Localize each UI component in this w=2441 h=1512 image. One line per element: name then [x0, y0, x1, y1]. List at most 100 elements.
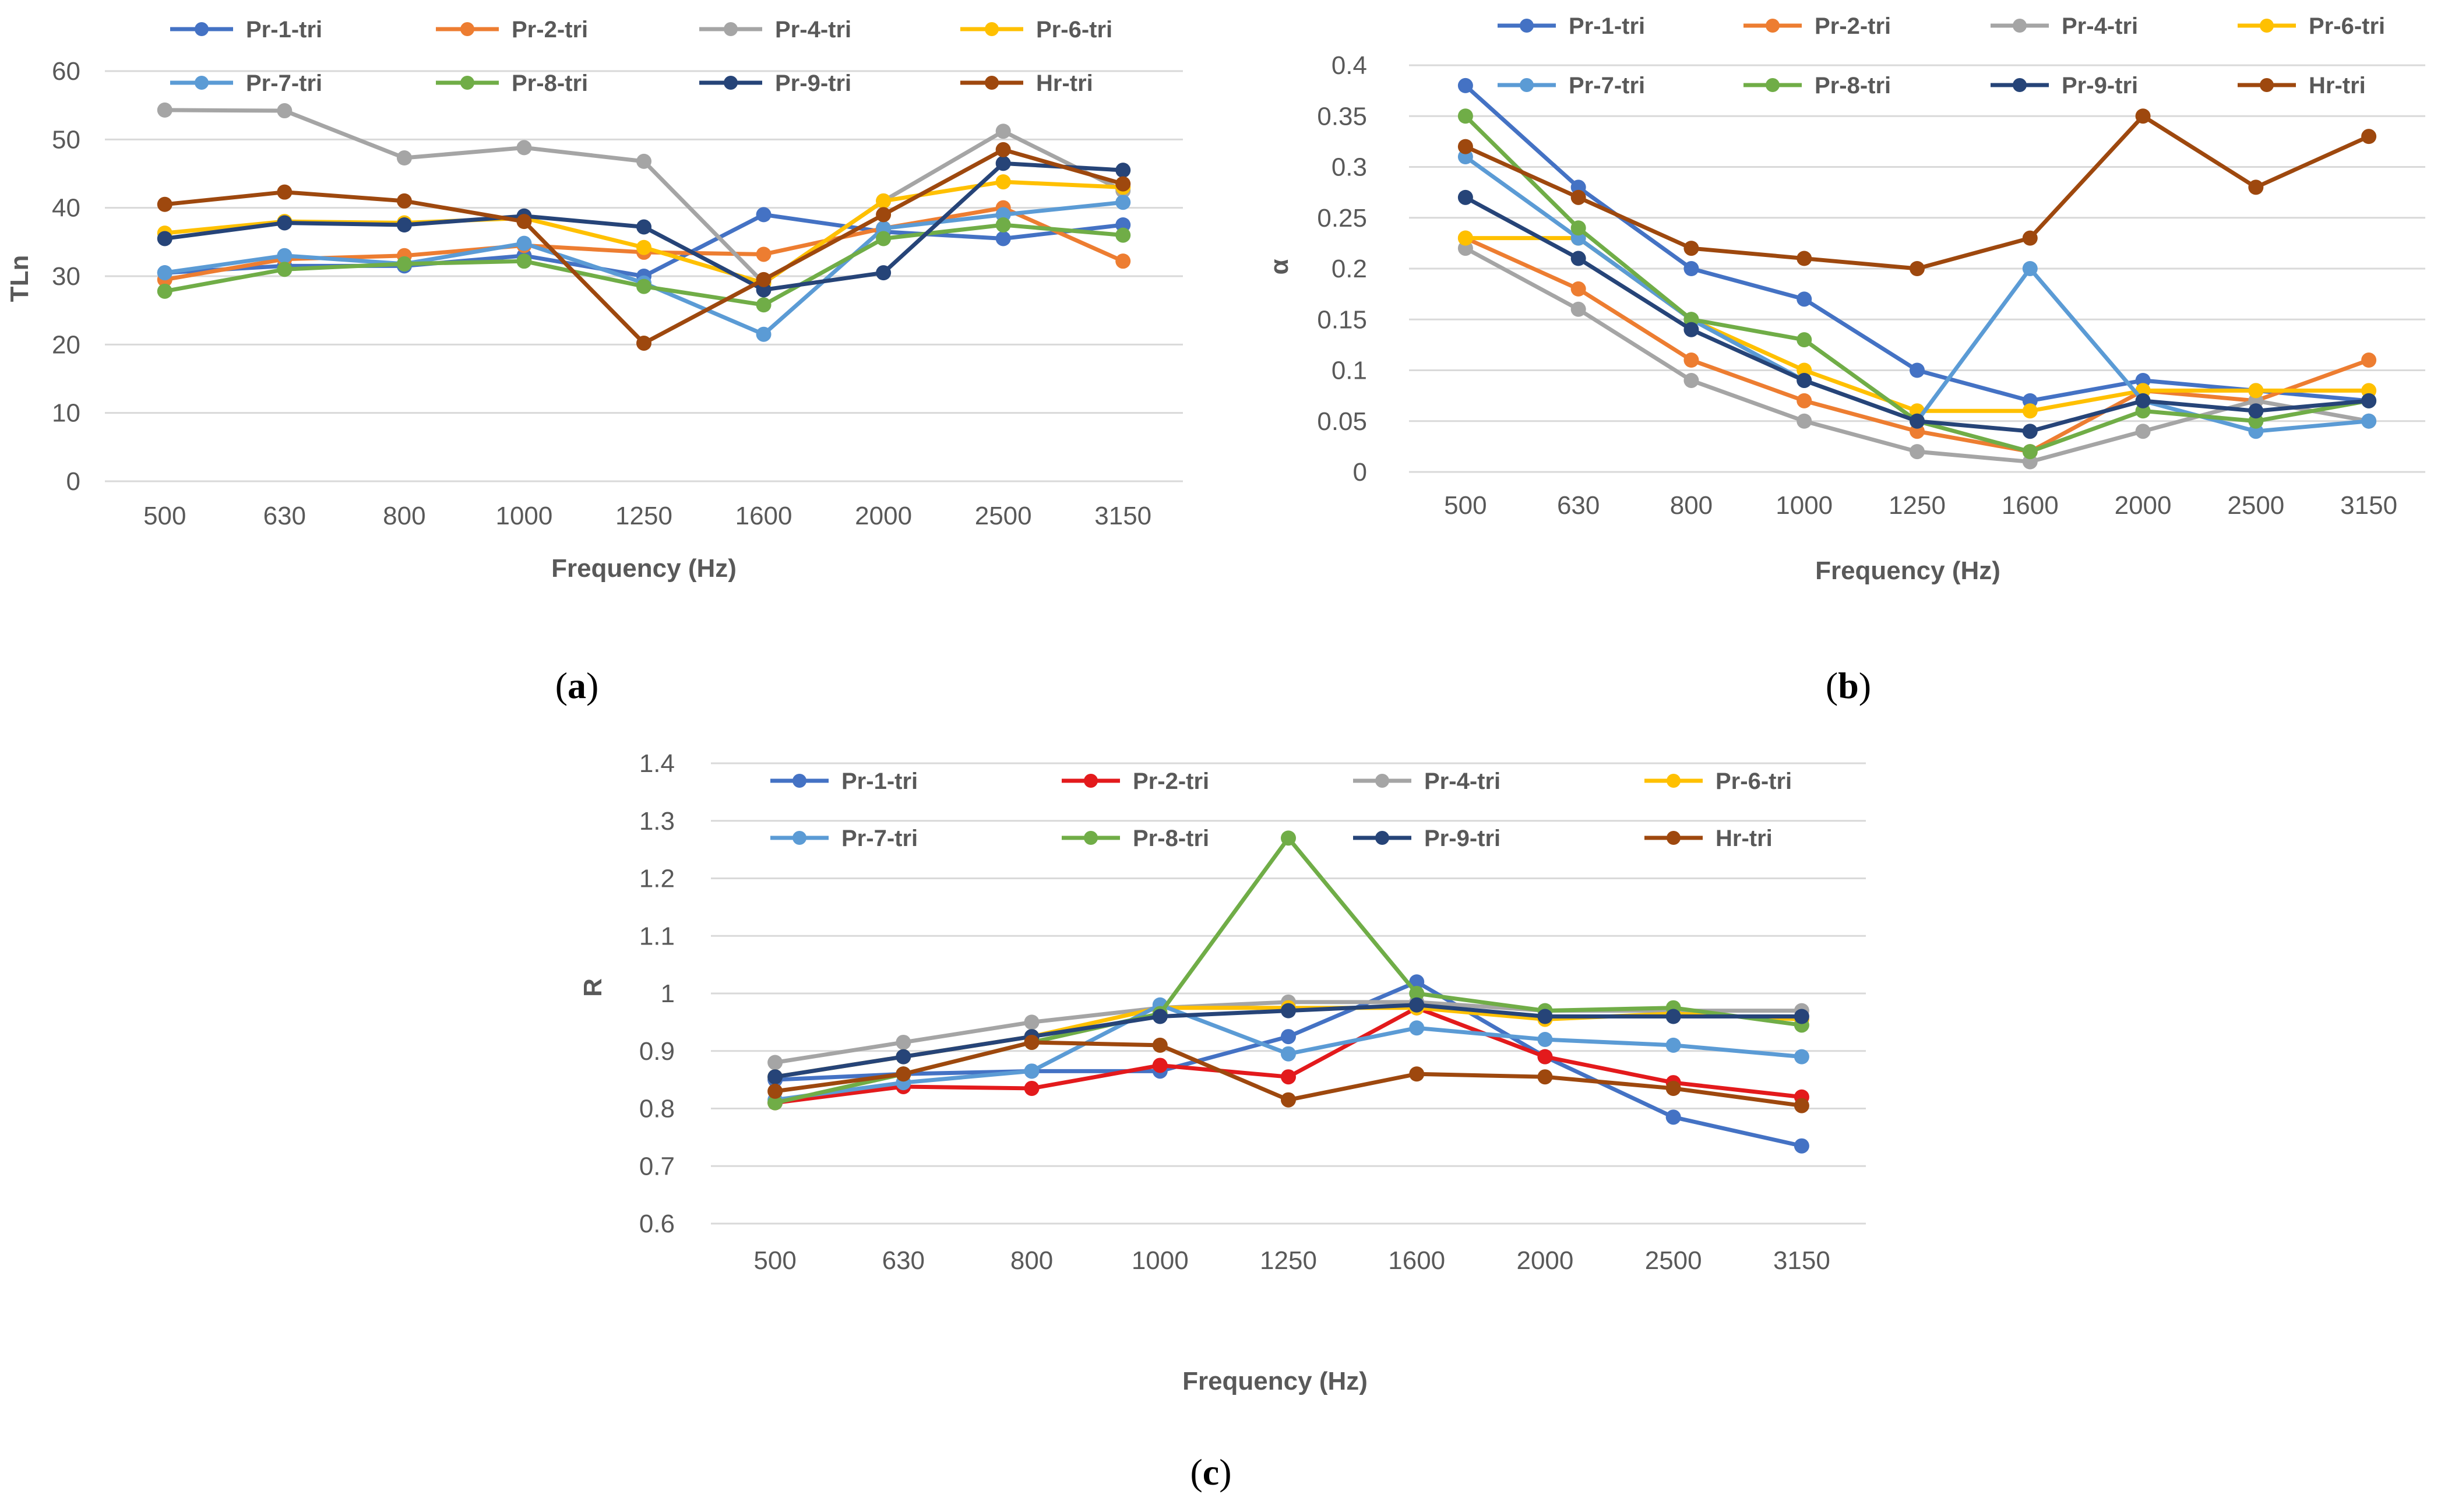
legend-item: Pr-8-tri — [1743, 73, 1891, 98]
y-tick-label: 0.7 — [639, 1152, 675, 1180]
legend-swatch-marker — [724, 76, 738, 90]
legend-item: Pr-4-tri — [1991, 13, 2138, 39]
data-point — [277, 248, 293, 263]
y-tick-label: 0.4 — [1332, 51, 1367, 80]
data-point — [2361, 393, 2377, 408]
data-point — [1794, 1009, 1809, 1024]
legend-swatch-marker — [195, 76, 209, 90]
data-point — [516, 214, 532, 230]
data-point — [2248, 403, 2264, 419]
data-point — [1409, 1066, 1425, 1082]
data-point — [1537, 1009, 1553, 1024]
data-point — [756, 297, 772, 313]
legend-item: Pr-9-tri — [1353, 826, 1500, 851]
x-tick-label: 2000 — [1516, 1246, 1573, 1275]
data-point — [2022, 261, 2038, 276]
x-tick-labels: 500 630 800 1000 1250 1600 2000 2500 3150 — [753, 1246, 1830, 1275]
legend-swatch-marker — [2013, 19, 2027, 33]
y-tick-label: 0.9 — [639, 1037, 675, 1066]
x-tick-label: 3150 — [1773, 1246, 1830, 1275]
legend-swatch-marker — [1667, 831, 1681, 845]
y-tick-label: 60 — [52, 57, 80, 86]
legend-swatch-marker — [1667, 774, 1681, 788]
data-point — [1665, 1037, 1681, 1053]
data-point — [1665, 1109, 1681, 1125]
x-tick-label: 2500 — [2227, 491, 2284, 520]
data-point — [2022, 230, 2038, 246]
legend-swatch-marker — [985, 22, 999, 36]
data-point — [1152, 1009, 1168, 1024]
legend-item: Pr-9-tri — [1991, 73, 2138, 98]
data-point — [1281, 1069, 1296, 1085]
legend-label: Pr-8-tri — [1133, 826, 1209, 851]
x-tick-label: 3150 — [2340, 491, 2397, 520]
x-tick-label: 630 — [882, 1246, 925, 1275]
x-tick-label: 630 — [263, 502, 306, 530]
data-point — [995, 142, 1011, 157]
y-tick-label: 0 — [1353, 458, 1367, 487]
data-point — [1152, 1058, 1168, 1073]
legend-label: Pr-7-tri — [246, 71, 322, 96]
legend-label: Pr-4-tri — [2062, 13, 2138, 39]
panel-label: (b) — [1826, 665, 1871, 706]
data-point — [2361, 413, 2377, 429]
data-point — [767, 1083, 783, 1099]
y-tick-label: 0.1 — [1332, 357, 1367, 385]
x-tick-label: 2000 — [855, 502, 912, 530]
legend-swatch-marker — [1766, 78, 1780, 92]
data-point — [1797, 251, 1812, 266]
data-point — [516, 235, 532, 251]
data-point — [1115, 253, 1131, 269]
legend-swatch-marker — [2260, 78, 2274, 92]
panel-paren-close: ) — [586, 665, 598, 706]
data-point — [1281, 1092, 1296, 1108]
data-point — [1570, 189, 1586, 205]
data-point — [995, 217, 1011, 232]
data-point — [1794, 1138, 1809, 1154]
x-tick-label: 800 — [383, 502, 425, 530]
y-tick-label: 40 — [52, 194, 80, 223]
legend-item: Pr-9-tri — [699, 71, 851, 96]
x-axis-label: Frequency (Hz) — [1182, 1367, 1368, 1395]
y-tick-label: 1.1 — [639, 922, 675, 950]
data-point — [1797, 393, 1812, 408]
data-point — [636, 219, 651, 235]
series-line — [1464, 195, 2369, 433]
data-point — [1665, 1080, 1681, 1096]
data-point — [876, 207, 892, 223]
legend-label: Pr-4-tri — [1424, 769, 1500, 794]
legend-item: Hr-tri — [1644, 826, 1773, 851]
data-point — [1115, 195, 1131, 210]
x-tick-label: 1250 — [615, 502, 672, 530]
y-axis-label: R — [579, 978, 607, 997]
data-point — [1152, 1037, 1168, 1053]
legend-label: Hr-tri — [2309, 73, 2366, 98]
data-point — [516, 253, 532, 269]
data-point — [1683, 322, 1699, 337]
x-tick-label: 2000 — [2115, 491, 2172, 520]
data-point — [1570, 251, 1586, 266]
series-hr-tri — [767, 1034, 1809, 1113]
data-point — [396, 150, 412, 166]
legend-swatch-marker — [1520, 19, 1534, 33]
data-point — [1910, 261, 1925, 276]
legend-item: Pr-7-tri — [1498, 73, 1645, 98]
series-pr-9-tri — [1457, 189, 2377, 439]
series-lines — [157, 102, 1131, 351]
data-point — [2248, 179, 2264, 195]
y-tick-label: 50 — [52, 125, 80, 154]
y-tick-label: 30 — [52, 262, 80, 291]
data-point — [2248, 383, 2264, 399]
data-point — [1457, 139, 1473, 154]
data-point — [2022, 424, 2038, 439]
x-tick-label: 2500 — [1645, 1246, 1702, 1275]
legend-label: Pr-9-tri — [2062, 73, 2138, 98]
x-tick-label: 1600 — [735, 502, 792, 530]
panel-paren-close: ) — [1219, 1451, 1231, 1493]
legend-label: Pr-9-tri — [1424, 826, 1500, 851]
x-tick-label: 1000 — [1776, 491, 1833, 520]
legend-label: Pr-9-tri — [775, 71, 851, 96]
x-axis-label: Frequency (Hz) — [1815, 556, 2000, 585]
legend-item: Pr-1-tri — [170, 17, 322, 43]
y-tick-labels: 0 10 20 30 40 50 60 — [52, 57, 80, 496]
